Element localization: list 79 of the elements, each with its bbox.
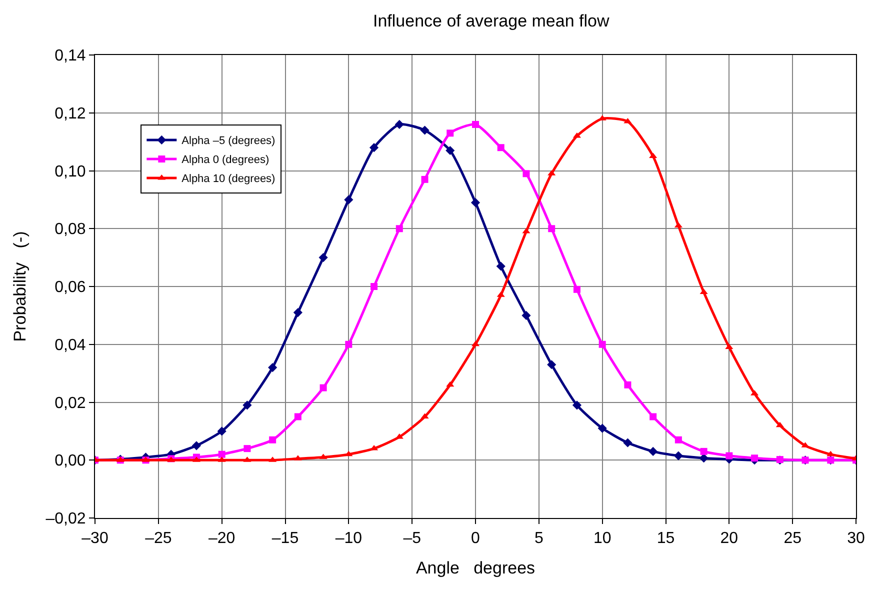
legend-label: Alpha 0 (degrees) xyxy=(182,154,270,166)
x-tick-label: 5 xyxy=(534,530,544,548)
point xyxy=(421,176,428,183)
point xyxy=(776,422,784,428)
y-axis-title: Probability (-) xyxy=(10,231,30,342)
y-tick-label: 0,06 xyxy=(54,279,86,296)
point xyxy=(472,120,479,128)
point xyxy=(369,143,379,152)
point xyxy=(572,400,582,410)
legend-label: Alpha –5 (degrees) xyxy=(182,135,276,148)
x-tick-label: –30 xyxy=(82,530,108,548)
point xyxy=(598,424,607,433)
y-tick-label: 0,12 xyxy=(54,105,86,122)
point xyxy=(649,152,658,158)
point xyxy=(751,454,758,462)
y-tick-label: –0,02 xyxy=(46,510,86,528)
point xyxy=(268,362,278,372)
point xyxy=(624,381,632,388)
point xyxy=(294,413,302,420)
y-tick-label: 0,04 xyxy=(54,336,86,354)
y-tick-label: 0,10 xyxy=(54,163,86,180)
y-tick-label: 0,08 xyxy=(54,221,86,238)
x-tick-label: 25 xyxy=(784,530,802,548)
point xyxy=(446,146,455,156)
point xyxy=(547,360,556,370)
point xyxy=(470,198,480,208)
y-tick-label: 0,00 xyxy=(54,452,86,470)
y-tick-label: 0,02 xyxy=(54,394,86,412)
x-tick-label: 15 xyxy=(656,530,675,548)
point xyxy=(674,436,682,444)
point xyxy=(370,283,378,290)
x-tick-label: –20 xyxy=(208,530,236,548)
point xyxy=(218,450,226,458)
point xyxy=(826,450,835,456)
point xyxy=(725,344,734,350)
y-tick-label: 0,14 xyxy=(54,48,86,65)
point xyxy=(395,433,404,439)
point xyxy=(244,445,251,452)
point xyxy=(497,144,504,152)
legend-label: Alpha 10 (degrees) xyxy=(182,173,276,186)
point xyxy=(420,126,430,135)
x-axis-title: Angle degrees xyxy=(416,558,536,578)
x-tick-label: –15 xyxy=(272,530,299,548)
point xyxy=(318,253,328,262)
point xyxy=(674,451,683,460)
x-tick-label: 0 xyxy=(471,530,480,548)
point xyxy=(344,195,354,204)
point xyxy=(700,448,708,455)
point xyxy=(446,130,454,137)
point xyxy=(217,426,226,436)
point xyxy=(446,381,454,387)
point xyxy=(699,454,708,463)
point xyxy=(269,436,276,444)
point xyxy=(650,413,657,420)
point xyxy=(293,308,302,318)
x-tick-label: –10 xyxy=(335,530,362,548)
point xyxy=(726,452,733,460)
point xyxy=(522,310,531,320)
x-tick-label: –25 xyxy=(145,530,172,548)
point xyxy=(496,262,506,271)
x-tick-label: 30 xyxy=(847,530,865,548)
point xyxy=(345,340,352,348)
point xyxy=(623,438,632,448)
point xyxy=(192,441,202,450)
point xyxy=(700,288,708,294)
point xyxy=(320,384,327,392)
x-tick-label: 20 xyxy=(720,530,738,548)
point xyxy=(522,170,530,178)
x-tick-label: 10 xyxy=(593,530,612,548)
chart-title: Influence of average mean flow xyxy=(372,12,610,31)
point xyxy=(344,450,353,456)
point xyxy=(598,340,606,348)
point xyxy=(648,446,658,456)
point xyxy=(573,286,580,293)
point xyxy=(396,225,403,232)
point xyxy=(548,225,556,232)
x-tick-label: –5 xyxy=(403,530,422,548)
point xyxy=(242,400,252,410)
point xyxy=(394,120,404,129)
